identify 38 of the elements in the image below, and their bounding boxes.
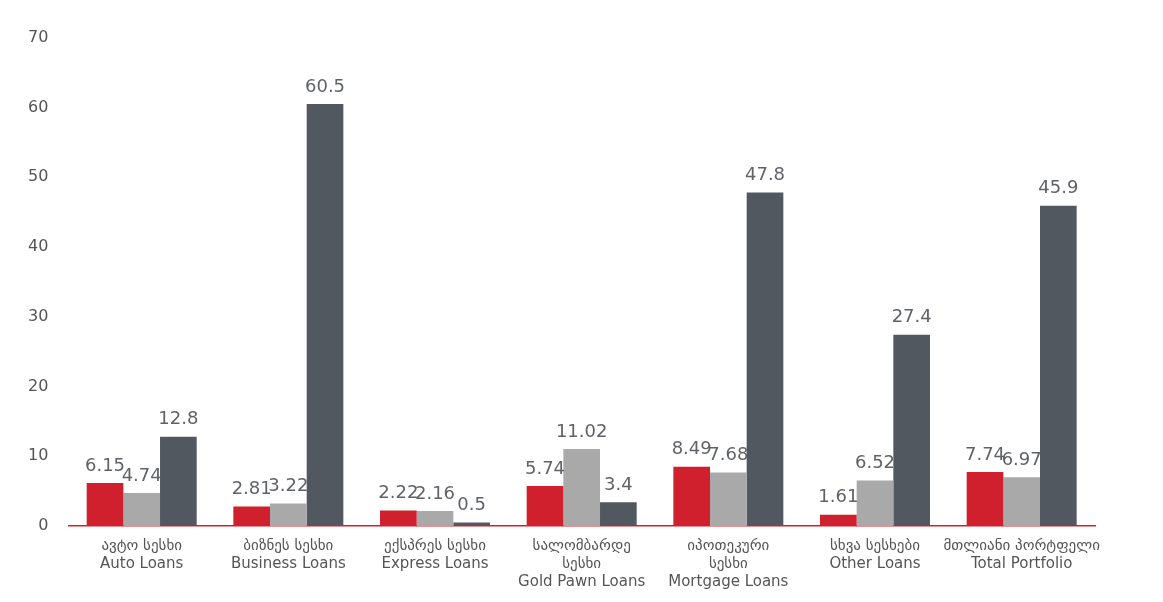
- data-label: 5.74: [524, 456, 566, 478]
- y-tick-label: 20: [28, 375, 49, 395]
- data-label: 0.5: [457, 493, 486, 515]
- bar: [416, 510, 454, 526]
- bar: [1040, 205, 1077, 526]
- y-tick-label: 0: [38, 515, 49, 535]
- data-label: 1.61: [818, 485, 859, 507]
- data-label: 27.4: [891, 305, 932, 327]
- y-tick-label: 50: [28, 166, 49, 186]
- x-tick-label: ავტო სესხი Auto Loans: [100, 535, 184, 572]
- y-tick-label: 40: [28, 236, 49, 256]
- data-label: 3.4: [604, 472, 633, 494]
- bar: [893, 334, 930, 526]
- data-label: 45.9: [1038, 176, 1079, 198]
- bar: [563, 449, 601, 526]
- x-tick-label: ექსპრეს სესხი Express Loans: [381, 535, 489, 572]
- data-label: 11.02: [555, 419, 608, 441]
- y-tick-label: 30: [28, 305, 49, 325]
- y-tick-label: 70: [28, 26, 49, 46]
- bar: [123, 492, 161, 526]
- data-label: 12.8: [158, 407, 199, 429]
- x-tick-label: სხვა სესხები Other Loans: [829, 535, 921, 572]
- bar: [160, 436, 197, 526]
- y-tick-label: 10: [28, 445, 49, 465]
- bar: [600, 502, 637, 526]
- data-label: 60.5: [304, 74, 346, 96]
- x-tick-label: სალომბარდე სესხი Gold Pawn Loans: [518, 535, 646, 590]
- bar: [270, 503, 307, 526]
- bar: [710, 472, 747, 526]
- x-tick-label: მთლიანი პორტფელი Total Portfolio: [943, 535, 1101, 572]
- y-tick-label: 60: [28, 96, 49, 116]
- x-tick-label: იპოთეკური სესხი Mortgage Loans: [668, 535, 789, 590]
- bar: [746, 192, 784, 526]
- bar: [856, 480, 894, 526]
- bar: [1003, 477, 1040, 526]
- x-tick-label: ბიზნეს სესხი Business Loans: [231, 535, 346, 572]
- data-label: 47.8: [744, 163, 786, 185]
- bar: [306, 103, 344, 526]
